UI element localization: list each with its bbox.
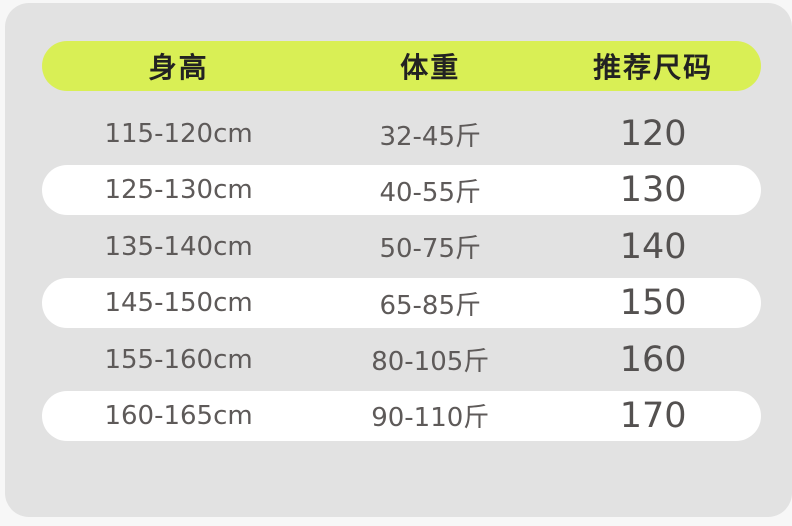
header-cell-weight: 体重: [400, 51, 461, 84]
cell-height: 135-140cm: [104, 231, 253, 262]
cell-weight: 65-85斤: [379, 290, 482, 321]
table-row: 125-130cm 40-55斤 130: [42, 165, 761, 216]
cell-size: 160: [619, 339, 687, 380]
cell-height: 115-120cm: [104, 119, 253, 149]
cell-height: 155-160cm: [104, 344, 253, 375]
table-header: 身高 体重 推荐尺码: [42, 41, 761, 91]
cell-size: 150: [619, 283, 687, 324]
cell-size: 130: [619, 170, 687, 211]
cell-height: 125-130cm: [104, 175, 253, 206]
cell-size: 140: [619, 226, 687, 267]
cell-weight: 90-110斤: [371, 403, 490, 434]
cell-weight: 40-55斤: [379, 177, 482, 208]
header-cell-size: 推荐尺码: [593, 51, 714, 84]
cell-size: 120: [619, 114, 687, 154]
cell-size: 170: [619, 395, 687, 436]
size-chart-panel: 身高 体重 推荐尺码 115-120cm 32-45斤 120 125-130c…: [5, 3, 792, 517]
table-row: 155-160cm 80-105斤 160: [42, 335, 761, 385]
cell-height: 145-150cm: [104, 288, 253, 319]
size-chart-table: 身高 体重 推荐尺码 115-120cm 32-45斤 120 125-130c…: [42, 41, 761, 441]
cell-weight: 32-45斤: [379, 121, 482, 152]
header-cell-height: 身高: [148, 51, 209, 84]
table-body: 115-120cm 32-45斤 120 125-130cm 40-55斤 13…: [42, 109, 761, 441]
cell-height: 160-165cm: [104, 400, 253, 431]
table-row: 115-120cm 32-45斤 120: [42, 109, 761, 159]
table-row: 160-165cm 90-110斤 170: [42, 390, 761, 441]
table-row: 145-150cm 65-85斤 150: [42, 278, 761, 329]
cell-weight: 80-105斤: [371, 347, 490, 378]
table-row: 135-140cm 50-75斤 140: [42, 222, 761, 272]
cell-weight: 50-75斤: [379, 234, 482, 265]
